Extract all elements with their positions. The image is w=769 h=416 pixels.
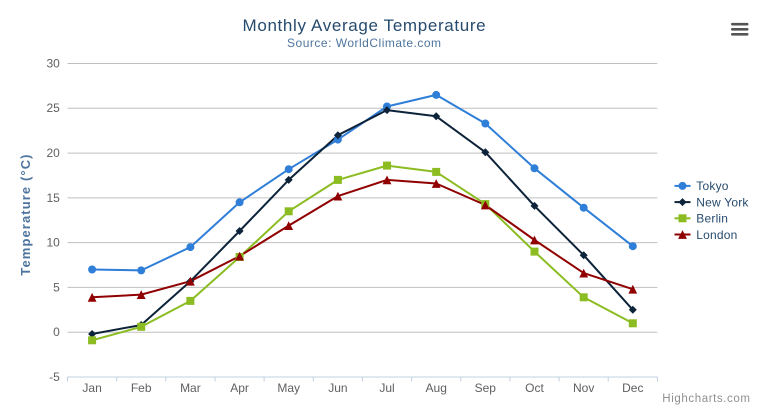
svg-text:Jun: Jun	[328, 381, 347, 395]
svg-text:Tokyo: Tokyo	[696, 179, 728, 193]
svg-text:Monthly Average Temperature: Monthly Average Temperature	[243, 16, 487, 35]
svg-text:10: 10	[46, 236, 60, 250]
svg-text:Mar: Mar	[180, 381, 201, 395]
svg-text:Aug: Aug	[426, 381, 447, 395]
svg-text:0: 0	[53, 325, 60, 339]
svg-text:Jul: Jul	[379, 381, 394, 395]
svg-text:30: 30	[46, 56, 60, 70]
svg-text:-5: -5	[49, 370, 60, 384]
svg-text:Feb: Feb	[131, 381, 152, 395]
svg-text:Dec: Dec	[622, 381, 643, 395]
svg-text:London: London	[696, 228, 737, 242]
svg-text:5: 5	[53, 280, 60, 294]
svg-text:May: May	[277, 381, 300, 395]
svg-text:15: 15	[46, 191, 60, 205]
svg-text:Temperature (°C): Temperature (°C)	[18, 153, 33, 275]
svg-text:Jan: Jan	[82, 381, 101, 395]
svg-text:New York: New York	[696, 195, 749, 209]
svg-text:Source: WorldClimate.com: Source: WorldClimate.com	[287, 36, 442, 50]
svg-text:Nov: Nov	[573, 381, 594, 395]
svg-text:Berlin: Berlin	[696, 212, 728, 226]
svg-text:Sep: Sep	[475, 381, 497, 395]
svg-text:Highcharts.com: Highcharts.com	[662, 393, 750, 405]
svg-text:20: 20	[46, 146, 60, 160]
svg-text:25: 25	[46, 101, 60, 115]
svg-text:Apr: Apr	[230, 381, 249, 395]
svg-text:Oct: Oct	[525, 381, 544, 395]
